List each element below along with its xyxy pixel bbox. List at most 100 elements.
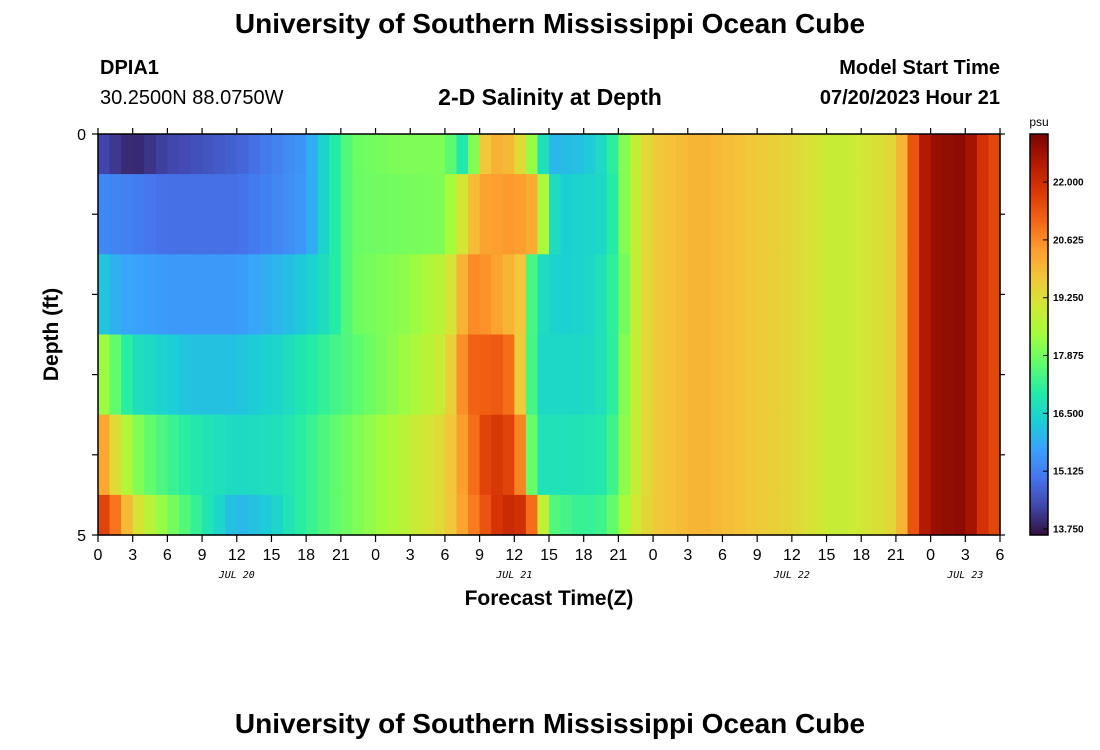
heatmap-cell-d2-h59 <box>780 254 793 336</box>
heatmap-cell-d0-h38 <box>537 134 550 175</box>
heatmap-cell-d2-h10 <box>213 254 226 336</box>
heatmap-cell-d4-h19 <box>317 414 330 496</box>
heatmap-cell-d1-h25 <box>387 174 400 255</box>
heatmap-cell-d4-h18 <box>306 414 319 496</box>
heatmap-cell-d0-h60 <box>791 134 805 175</box>
heatmap-cell-d1-h69 <box>895 174 909 255</box>
heatmap-cell-d5-h31 <box>456 494 469 536</box>
heatmap-cell-d0-h16 <box>283 134 296 175</box>
heatmap-cell-d1-h55 <box>734 174 747 255</box>
heatmap-cell-d1-h50 <box>676 174 689 255</box>
heatmap-cell-d4-h16 <box>283 414 296 496</box>
heatmap-cell-d2-h1 <box>109 254 122 336</box>
heatmap-cell-d1-h41 <box>572 174 585 255</box>
heatmap-cell-d0-h8 <box>190 134 203 175</box>
heatmap-cell-d0-h32 <box>468 134 481 175</box>
heatmap-cell-d1-h12 <box>236 174 249 255</box>
heatmap-cell-d0-h69 <box>895 134 909 175</box>
heatmap-cell-d4-h10 <box>213 414 226 496</box>
heatmap-cell-d5-h59 <box>780 494 793 536</box>
page-title: University of Southern Mississippi Ocean… <box>234 8 866 39</box>
heatmap-cell-d3-h54 <box>722 334 735 416</box>
heatmap-cell-d0-h18 <box>306 134 319 175</box>
heatmap-cell-d2-h38 <box>537 254 550 336</box>
heatmap-cell-d0-h44 <box>606 134 619 175</box>
heatmap-cell-d1-h22 <box>352 174 365 255</box>
colorbar-unit: psu <box>1029 115 1048 129</box>
heatmap-cell-d2-h77 <box>988 254 1001 336</box>
heatmap-cell-d2-h73 <box>942 254 955 336</box>
heatmap-cell-d0-h55 <box>734 134 747 175</box>
heatmap-cell-d2-h56 <box>745 254 758 336</box>
heatmap-cell-d1-h8 <box>190 174 203 255</box>
heatmap-cell-d2-h26 <box>398 254 411 336</box>
heatmap-cell-d4-h32 <box>468 414 481 496</box>
heatmap-cell-d3-h5 <box>155 334 168 416</box>
heatmap-cell-d3-h12 <box>236 334 249 416</box>
heatmap-cell-d4-h47 <box>641 414 654 496</box>
heatmap-cell-d3-h72 <box>930 334 943 416</box>
heatmap-cell-d4-h20 <box>329 414 342 496</box>
heatmap-cell-d4-h60 <box>791 414 805 496</box>
heatmap-cell-d2-h66 <box>861 254 874 336</box>
heatmap-cell-d0-h64 <box>838 134 851 175</box>
heatmap-cell-d2-h6 <box>167 254 180 336</box>
heatmap-cell-d1-h46 <box>629 174 643 255</box>
heatmap-cell-d3-h3 <box>132 334 145 416</box>
heatmap-cell-d1-h23 <box>363 174 377 255</box>
heatmap-cell-d3-h73 <box>942 334 955 416</box>
x-tick-label: 6 <box>163 547 172 564</box>
heatmap-cell-d2-h42 <box>583 254 596 336</box>
heatmap-cell-d3-h41 <box>572 334 585 416</box>
heatmap-cell-d0-h72 <box>930 134 943 175</box>
heatmap-cell-d5-h14 <box>259 494 273 536</box>
heatmap-cell-d4-h67 <box>872 414 885 496</box>
heatmap-cell-d5-h46 <box>629 494 643 536</box>
heatmap-cell-d1-h57 <box>757 174 770 255</box>
heatmap-cell-d2-h19 <box>317 254 330 336</box>
heatmap-cell-d0-h49 <box>664 134 677 175</box>
heatmap-cell-d0-h20 <box>329 134 342 175</box>
heatmap-cell-d5-h26 <box>398 494 411 536</box>
heatmap-cell-d1-h47 <box>641 174 654 255</box>
heatmap-cell-d5-h13 <box>248 494 261 536</box>
x-tick-label: 0 <box>94 547 103 564</box>
heatmap-cell-d4-h37 <box>525 414 539 496</box>
heatmap-cell-d5-h50 <box>676 494 689 536</box>
heatmap-cell-d1-h9 <box>202 174 215 255</box>
heatmap-cell-d0-h57 <box>757 134 770 175</box>
heatmap-cell-d2-h3 <box>132 254 145 336</box>
heatmap-cell-d2-h68 <box>884 254 897 336</box>
heatmap-cell-d1-h29 <box>433 174 446 255</box>
heatmap-cell-d4-h42 <box>583 414 596 496</box>
heatmap-cell-d3-h32 <box>468 334 481 416</box>
heatmap-cell-d1-h67 <box>872 174 885 255</box>
heatmap-cell-d2-h65 <box>849 254 862 336</box>
heatmap-cell-d1-h17 <box>294 174 307 255</box>
heatmap-cell-d5-h33 <box>479 494 492 536</box>
heatmap-cell-d5-h25 <box>387 494 400 536</box>
heatmap-cell-d1-h24 <box>375 174 388 255</box>
heatmap-cell-d3-h38 <box>537 334 550 416</box>
heatmap-cell-d2-h14 <box>259 254 273 336</box>
plot-title: 2-D Salinity at Depth <box>438 84 662 110</box>
heatmap-cell-d3-h2 <box>121 334 134 416</box>
heatmap-cell-d4-h51 <box>687 414 700 496</box>
heatmap-cell-d4-h73 <box>942 414 955 496</box>
heatmap-cell-d3-h44 <box>606 334 619 416</box>
heatmap-cell-d2-h18 <box>306 254 319 336</box>
heatmap-cell-d5-h16 <box>283 494 296 536</box>
heatmap-cell-d3-h0 <box>98 334 111 416</box>
heatmap-cell-d5-h21 <box>340 494 354 536</box>
heatmap-cell-d3-h43 <box>595 334 608 416</box>
heatmap-cell-d3-h33 <box>479 334 492 416</box>
heatmap-cell-d5-h35 <box>502 494 515 536</box>
heatmap-cell-d4-h11 <box>225 414 238 496</box>
heatmap-cell-d5-h43 <box>595 494 608 536</box>
heatmap-cell-d5-h9 <box>202 494 215 536</box>
heatmap-cell-d0-h6 <box>167 134 180 175</box>
colorbar-tick-label: 13.750 <box>1053 525 1084 536</box>
y-axis: 05 <box>77 127 1005 545</box>
heatmap-cell-d1-h76 <box>976 174 990 255</box>
heatmap-cell-d4-h68 <box>884 414 897 496</box>
